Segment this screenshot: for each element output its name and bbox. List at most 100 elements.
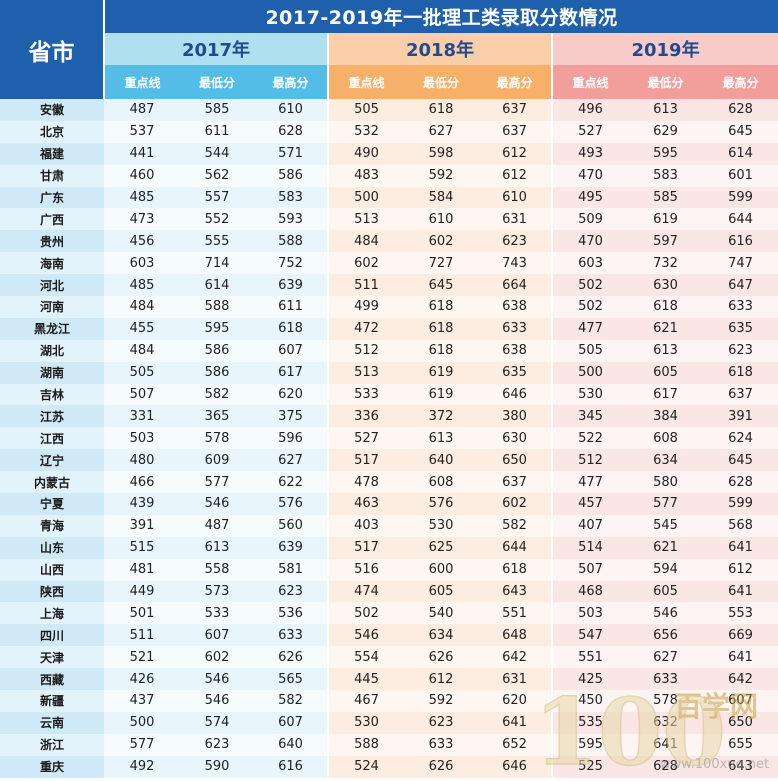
province-cell: 云南 — [0, 711, 104, 734]
score-cell: 463 — [327, 493, 404, 515]
province-cell: 宁夏 — [0, 493, 104, 515]
table-row: 海南 603 714 752 602 727 743 603 732 747 — [0, 252, 778, 275]
province-cell: 湖北 — [0, 339, 104, 362]
score-cell: 634 — [404, 624, 478, 647]
score-cell: 605 — [404, 580, 478, 603]
score-cell: 627 — [404, 120, 478, 143]
table-row: 西藏 426 546 565 445 612 631 425 633 642 — [0, 668, 778, 691]
province-cell: 安徽 — [0, 99, 104, 121]
score-cell: 499 — [327, 296, 404, 318]
score-cell: 646 — [478, 755, 552, 778]
table-row: 云南 500 574 607 530 623 641 535 632 650 — [0, 711, 778, 734]
sub-header-max-score: 最高分 — [254, 65, 328, 99]
table-row: 广东 485 557 583 500 584 610 495 585 599 — [0, 186, 778, 209]
table-row: 山东 515 613 639 517 625 644 514 621 641 — [0, 536, 778, 559]
score-cell: 336 — [327, 405, 404, 428]
score-cell: 633 — [254, 624, 328, 647]
score-cell: 650 — [703, 711, 778, 734]
province-cell: 海南 — [0, 252, 104, 275]
score-cell: 633 — [478, 317, 552, 340]
score-cell: 331 — [104, 405, 180, 428]
score-cell: 621 — [628, 317, 703, 340]
score-cell: 576 — [254, 493, 328, 515]
score-cell: 752 — [254, 252, 328, 275]
score-cell: 618 — [404, 339, 478, 362]
sub-header-max-score: 最高分 — [478, 65, 552, 99]
score-cell: 637 — [478, 471, 552, 494]
score-cell: 618 — [478, 558, 552, 581]
score-cell: 586 — [180, 361, 254, 384]
score-cell: 507 — [551, 558, 628, 581]
score-cell: 602 — [327, 252, 404, 275]
score-cell: 621 — [628, 536, 703, 559]
score-cell: 610 — [254, 99, 328, 121]
score-cell: 628 — [703, 471, 778, 494]
table-row: 辽宁 480 609 627 517 640 650 512 634 645 — [0, 449, 778, 472]
score-cell: 620 — [478, 690, 552, 712]
score-cell: 612 — [478, 142, 552, 165]
score-cell: 524 — [327, 755, 404, 778]
score-cell: 577 — [180, 471, 254, 494]
score-cell: 557 — [180, 186, 254, 209]
score-cell: 598 — [404, 142, 478, 165]
province-cell: 上海 — [0, 602, 104, 625]
score-cell: 562 — [180, 164, 254, 187]
score-cell: 568 — [703, 514, 778, 537]
score-cell: 552 — [180, 208, 254, 231]
score-cell: 517 — [327, 536, 404, 559]
score-cell: 599 — [703, 186, 778, 209]
score-cell: 425 — [551, 668, 628, 691]
score-cell: 628 — [628, 755, 703, 778]
table-row: 上海 501 533 536 502 540 551 503 546 553 — [0, 602, 778, 625]
score-cell: 532 — [327, 120, 404, 143]
score-cell: 623 — [404, 711, 478, 734]
sub-header-min-score: 最低分 — [628, 65, 703, 99]
province-cell: 甘肃 — [0, 164, 104, 187]
score-cell: 632 — [628, 711, 703, 734]
score-cell: 588 — [180, 296, 254, 318]
score-cell: 607 — [703, 690, 778, 712]
score-cell: 544 — [180, 142, 254, 165]
score-cell: 477 — [551, 471, 628, 494]
table-row: 浙江 577 623 640 588 633 652 595 641 655 — [0, 733, 778, 756]
score-cell: 638 — [478, 339, 552, 362]
score-cell: 588 — [254, 230, 328, 253]
score-cell: 627 — [628, 646, 703, 669]
score-cell: 611 — [254, 296, 328, 318]
score-cell: 629 — [628, 120, 703, 143]
score-cell: 641 — [478, 711, 552, 734]
score-cell: 642 — [703, 668, 778, 691]
score-cell: 391 — [104, 514, 180, 537]
province-cell: 青海 — [0, 514, 104, 537]
score-cell: 648 — [478, 624, 552, 647]
score-cell: 445 — [327, 668, 404, 691]
table-row: 北京 537 611 628 532 627 637 527 629 645 — [0, 120, 778, 143]
score-cell: 582 — [254, 690, 328, 712]
score-cell: 585 — [180, 99, 254, 121]
score-cell: 618 — [254, 317, 328, 340]
sub-header-key-line: 重点线 — [327, 65, 404, 99]
province-cell: 新疆 — [0, 690, 104, 712]
score-cell: 612 — [404, 668, 478, 691]
score-cell: 560 — [254, 514, 328, 537]
score-cell: 641 — [703, 580, 778, 603]
score-cell: 599 — [703, 493, 778, 515]
score-cell: 547 — [551, 624, 628, 647]
score-cell: 530 — [327, 711, 404, 734]
province-cell: 山西 — [0, 558, 104, 581]
score-cell: 743 — [478, 252, 552, 275]
score-cell: 407 — [551, 514, 628, 537]
score-cell: 605 — [628, 580, 703, 603]
score-cell: 628 — [703, 99, 778, 121]
score-cell: 586 — [180, 339, 254, 362]
score-cell: 515 — [104, 536, 180, 559]
score-cell: 521 — [104, 646, 180, 669]
province-cell: 吉林 — [0, 383, 104, 406]
score-cell: 602 — [404, 230, 478, 253]
score-cell: 638 — [478, 296, 552, 318]
table-row: 青海 391 487 560 403 530 582 407 545 568 — [0, 514, 778, 537]
score-cell: 616 — [703, 230, 778, 253]
score-cell: 554 — [327, 646, 404, 669]
score-cell: 503 — [551, 602, 628, 625]
score-cell: 619 — [404, 383, 478, 406]
